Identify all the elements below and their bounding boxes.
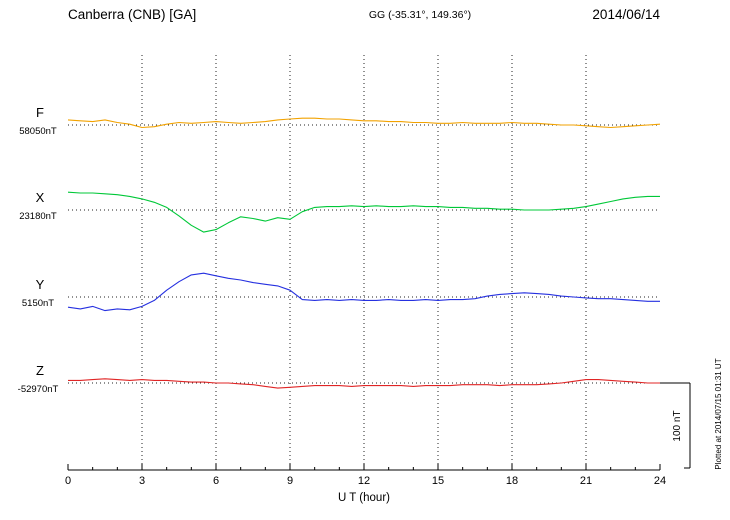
x-tick-label: 18 [506, 475, 518, 487]
component-legend: F 58050nT X 23180nT Y 5150nT Z -52970nT [18, 105, 59, 395]
x-tick-label: 21 [580, 475, 592, 487]
component-baseline-Y: 5150nT [22, 298, 54, 309]
scale-bar-label: 100 nT [672, 410, 683, 441]
component-baseline-Z: -52970nT [18, 384, 59, 395]
trace-Z [68, 378, 660, 389]
scale-bar: 100 nT [660, 382, 691, 469]
station-coords: GG (-35.31°, 149.36°) [369, 9, 471, 21]
trace-X [67, 191, 660, 233]
plot-area: 0 3 6 9 12 15 18 21 24 [65, 55, 666, 487]
component-name-Y: Y [36, 277, 45, 292]
component-baseline-X: 23180nT [19, 211, 57, 222]
x-tick-label: 6 [213, 475, 219, 487]
component-name-X: X [36, 190, 45, 205]
trace-Y [67, 272, 660, 312]
plotted-at-note: Plotted at 2014/07/15 01:31 UT [714, 358, 723, 469]
plot-date: 2014/06/14 [592, 7, 660, 22]
x-tick-label: 3 [139, 475, 145, 487]
station-title: Canberra (CNB) [GA] [68, 7, 196, 22]
x-tick-label: 12 [358, 475, 370, 487]
x-tick-label: 0 [65, 475, 71, 487]
component-baseline-F: 58050nT [19, 126, 57, 137]
x-axis-label: U T (hour) [338, 492, 390, 504]
x-tick-label: 15 [432, 475, 444, 487]
trace-F [67, 117, 661, 129]
x-tick-label: 9 [287, 475, 293, 487]
component-name-F: F [36, 105, 44, 120]
component-name-Z: Z [36, 363, 44, 378]
x-tick-label: 24 [654, 475, 666, 487]
